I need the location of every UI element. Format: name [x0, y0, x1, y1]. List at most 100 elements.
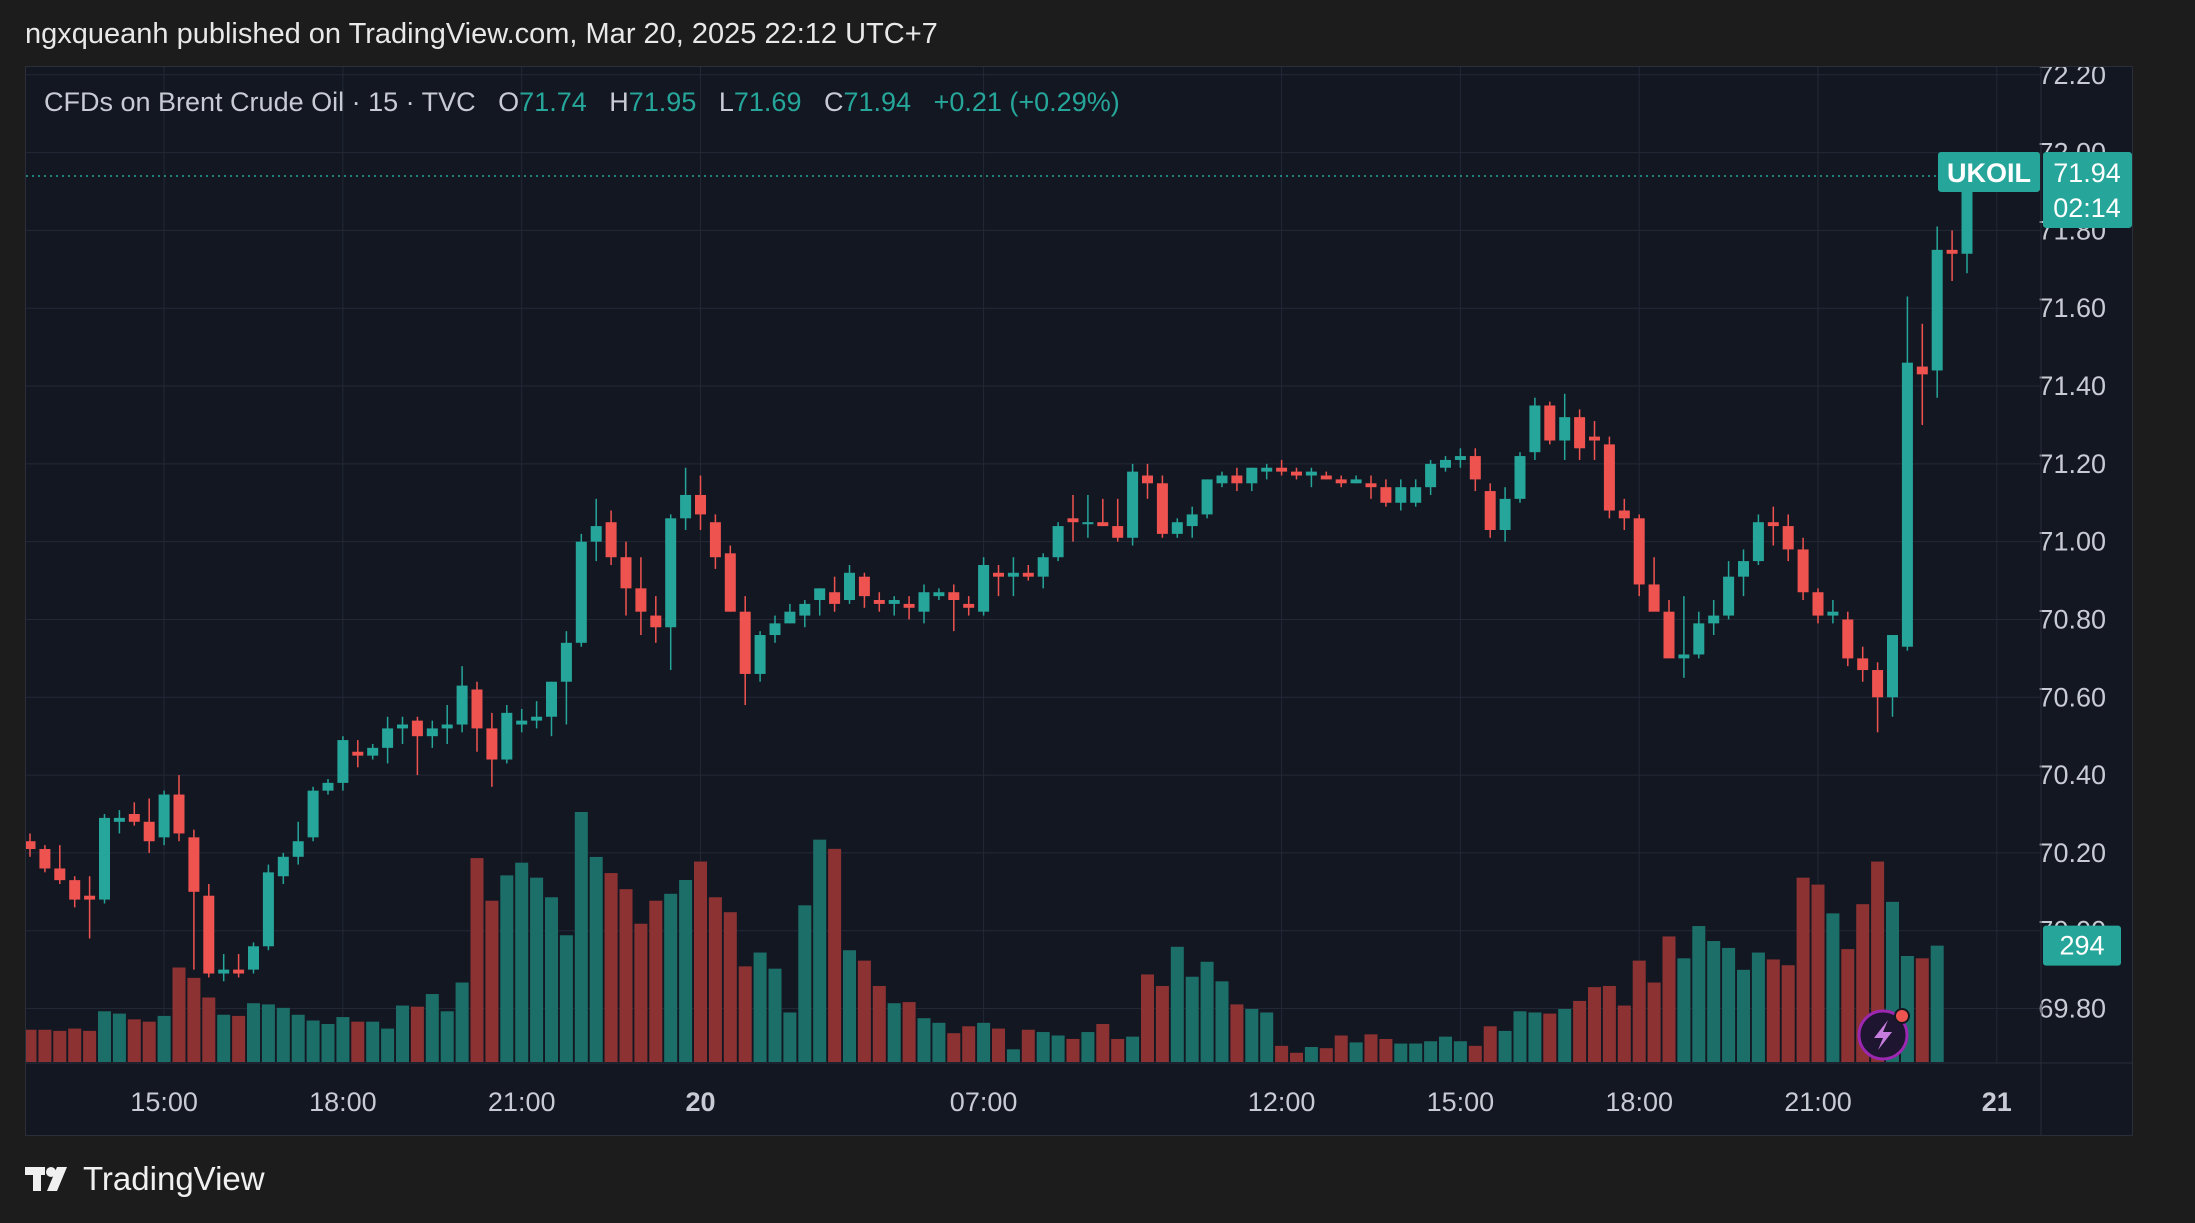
candle-body[interactable]	[1127, 471, 1139, 538]
candle-body[interactable]	[1887, 635, 1898, 698]
candle-body[interactable]	[1201, 479, 1213, 515]
candle-body[interactable]	[873, 600, 885, 604]
candle-body[interactable]	[620, 557, 632, 589]
candle-body[interactable]	[39, 849, 51, 869]
candle-body[interactable]	[1916, 366, 1928, 375]
candle-body[interactable]	[397, 724, 408, 729]
candle-body[interactable]	[918, 592, 930, 612]
candle-body[interactable]	[1246, 467, 1258, 484]
candle-body[interactable]	[650, 615, 662, 628]
candle-body[interactable]	[1365, 483, 1377, 488]
candle-body[interactable]	[1842, 619, 1854, 659]
candlestick-chart[interactable]: 72.2072.0071.8071.6071.4071.2071.0070.80…	[26, 67, 2132, 1135]
candle-body[interactable]	[382, 728, 394, 748]
candle-body[interactable]	[1320, 475, 1332, 480]
candle-body[interactable]	[560, 642, 572, 682]
candle-body[interactable]	[1857, 658, 1869, 671]
candle-body[interactable]	[516, 720, 528, 725]
candle-body[interactable]	[1544, 405, 1556, 441]
candle-body[interactable]	[128, 814, 140, 822]
candle-body[interactable]	[605, 522, 617, 558]
candle-body[interactable]	[575, 541, 587, 643]
candle-body[interactable]	[1589, 436, 1600, 441]
candle-body[interactable]	[367, 747, 379, 756]
candle-body[interactable]	[173, 794, 185, 834]
candle-body[interactable]	[1469, 456, 1481, 480]
candle-body[interactable]	[1931, 249, 1943, 371]
footer-brand[interactable]: TradingView	[25, 1160, 265, 1198]
candle-body[interactable]	[635, 588, 647, 612]
candle-body[interactable]	[99, 817, 110, 900]
candle-body[interactable]	[1618, 510, 1630, 519]
candle-body[interactable]	[978, 565, 990, 612]
candle-body[interactable]	[1276, 467, 1288, 472]
candle-body[interactable]	[1261, 467, 1273, 472]
candle-body[interactable]	[486, 728, 498, 760]
candle-body[interactable]	[739, 611, 751, 674]
candle-body[interactable]	[1156, 483, 1168, 534]
candle-body[interactable]	[426, 728, 438, 737]
candle-body[interactable]	[1663, 611, 1675, 659]
candle-body[interactable]	[1186, 514, 1198, 527]
candle-body[interactable]	[858, 576, 870, 597]
candle-body[interactable]	[1946, 249, 1958, 254]
candle-body[interactable]	[1067, 518, 1079, 523]
candle-body[interactable]	[441, 724, 453, 729]
candle-body[interactable]	[1752, 522, 1764, 562]
candle-body[interactable]	[888, 600, 900, 604]
candle-body[interactable]	[188, 837, 200, 892]
candle-body[interactable]	[1395, 487, 1407, 503]
candle-body[interactable]	[277, 856, 289, 877]
candle-body[interactable]	[799, 603, 811, 616]
candle-body[interactable]	[54, 868, 66, 881]
candle-body[interactable]	[1708, 615, 1720, 624]
candle-body[interactable]	[1827, 611, 1839, 616]
candle-body[interactable]	[1723, 576, 1735, 616]
candle-body[interactable]	[784, 611, 796, 624]
candle-body[interactable]	[1291, 471, 1302, 476]
candle-body[interactable]	[1350, 479, 1362, 484]
candle-body[interactable]	[1305, 471, 1317, 476]
candle-body[interactable]	[531, 716, 543, 721]
candle-body[interactable]	[1082, 522, 1094, 525]
candle-body[interactable]	[1380, 487, 1392, 503]
candle-body[interactable]	[546, 681, 557, 717]
candle-body[interactable]	[1335, 479, 1347, 484]
candle-body[interactable]	[1633, 518, 1645, 585]
candle-body[interactable]	[1052, 526, 1064, 558]
candle-body[interactable]	[709, 522, 721, 558]
candle-body[interactable]	[903, 603, 915, 608]
candle-body[interactable]	[1767, 522, 1779, 527]
candle-body[interactable]	[1499, 498, 1511, 530]
chart-panel[interactable]: 72.2072.0071.8071.6071.4071.2071.0070.80…	[25, 66, 2133, 1136]
candle-body[interactable]	[1231, 475, 1243, 484]
candle-body[interactable]	[590, 526, 602, 542]
candle-body[interactable]	[1559, 417, 1571, 441]
candle-body[interactable]	[1514, 456, 1526, 499]
candle-body[interactable]	[1171, 522, 1183, 534]
candle-body[interactable]	[1112, 526, 1124, 538]
candle-body[interactable]	[1425, 463, 1437, 488]
candle-body[interactable]	[471, 689, 483, 729]
candle-body[interactable]	[1901, 362, 1913, 647]
candle-body[interactable]	[113, 817, 125, 822]
candle-body[interactable]	[292, 841, 304, 857]
candle-body[interactable]	[1872, 670, 1884, 698]
candle-body[interactable]	[501, 712, 513, 760]
candle-body[interactable]	[933, 592, 945, 597]
candle-body[interactable]	[203, 895, 215, 974]
candle-body[interactable]	[829, 592, 841, 604]
candle-body[interactable]	[724, 553, 736, 612]
candle-body[interactable]	[158, 794, 170, 838]
candle-body[interactable]	[143, 821, 155, 842]
candle-body[interactable]	[84, 895, 96, 900]
candle-body[interactable]	[307, 790, 319, 838]
candle-body[interactable]	[1574, 417, 1586, 449]
candle-body[interactable]	[1529, 405, 1541, 453]
candle-body[interactable]	[1648, 584, 1660, 612]
candle-body[interactable]	[993, 572, 1004, 577]
candle-body[interactable]	[754, 635, 766, 674]
candle-body[interactable]	[963, 603, 975, 608]
candle-body[interactable]	[1678, 654, 1690, 659]
candle-body[interactable]	[69, 880, 81, 900]
